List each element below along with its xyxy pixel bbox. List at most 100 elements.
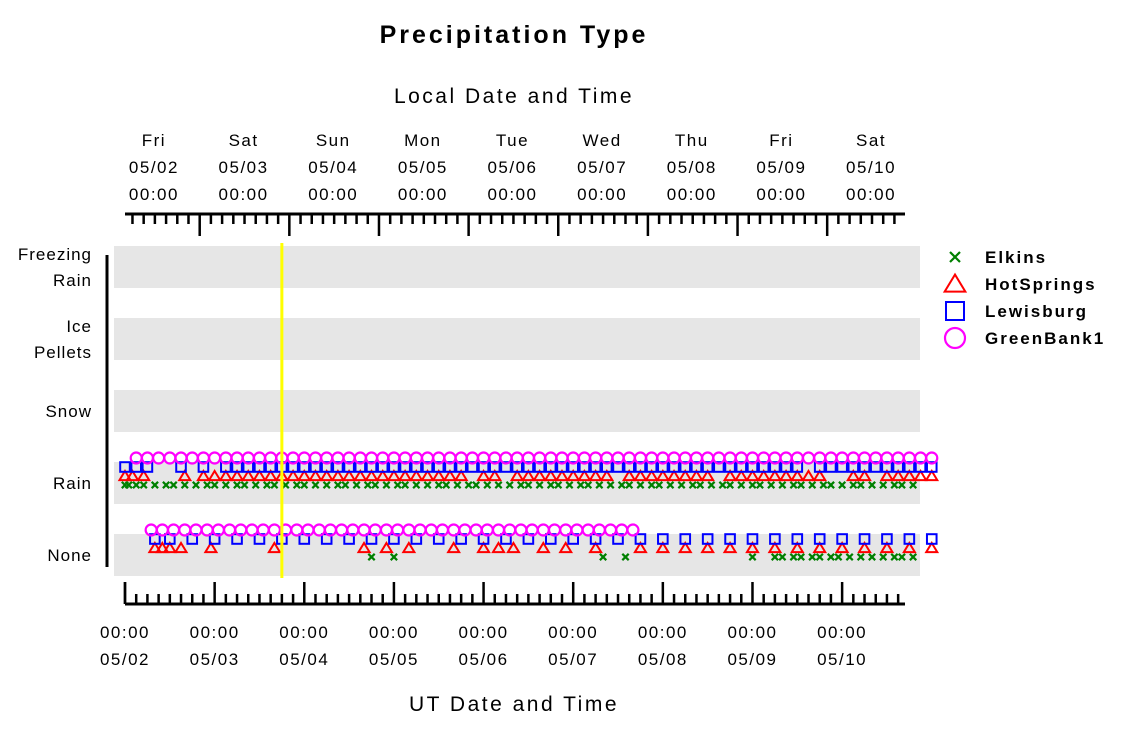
point-Lewisburg-rain: [623, 461, 636, 473]
bottom-tick-date: 05/07: [548, 650, 598, 669]
point-Elkins-rain: [797, 481, 806, 489]
point-GreenBank1-rain: [801, 451, 816, 465]
point-Lewisburg-rain: [757, 461, 770, 473]
point-GreenBank1-none: [200, 523, 214, 537]
point-HotSprings-none: [633, 541, 648, 554]
point-Elkins-rain: [210, 481, 219, 489]
point-HotSprings-rain: [229, 469, 245, 482]
point-HotSprings-none: [700, 541, 715, 554]
point-Elkins-rain: [688, 481, 697, 489]
point-Elkins-rain: [423, 481, 432, 489]
legend-label-Lewisburg: Lewisburg: [985, 302, 1088, 321]
series-HotSprings: [117, 469, 940, 554]
point-Elkins-rain: [464, 481, 473, 489]
point-Lewisburg-none: [858, 533, 871, 545]
point-HotSprings-rain: [252, 469, 267, 482]
top-tick-date: 05/02: [129, 158, 179, 177]
bottom-tick-time: 00:00: [190, 623, 240, 642]
point-Elkins-none: [834, 553, 843, 561]
point-HotSprings-none: [267, 541, 282, 554]
point-Lewisburg-rain: [903, 461, 916, 473]
band-snow: [114, 390, 920, 432]
point-Elkins-none: [868, 553, 876, 561]
point-HotSprings-rain: [890, 469, 906, 482]
point-Elkins-rain: [755, 481, 764, 489]
legend-marker-HotSprings: [942, 272, 968, 293]
top-tick-day: Fri: [142, 131, 166, 150]
point-HotSprings-rain: [756, 469, 771, 482]
legend-marker-Lewisburg: [945, 301, 965, 321]
point-HotSprings-rain: [263, 469, 278, 482]
point-Elkins-rain: [472, 481, 481, 489]
point-HotSprings-rain: [386, 469, 402, 482]
point-Elkins-rain: [371, 481, 380, 489]
point-Elkins-rain: [382, 481, 391, 489]
point-Lewisburg-rain: [858, 461, 871, 473]
point-HotSprings-rain: [722, 469, 738, 482]
point-Lewisburg-rain: [388, 461, 400, 473]
point-Elkins-none: [879, 553, 888, 561]
top-tick-day: Wed: [583, 131, 622, 150]
point-Elkins-none: [748, 553, 757, 561]
bottom-tick-time: 00:00: [548, 623, 598, 642]
point-Elkins-rain: [808, 481, 817, 489]
point-Elkins-rain: [412, 481, 421, 489]
point-Elkins-rain: [909, 481, 918, 489]
point-Elkins-rain: [124, 481, 133, 489]
point-HotSprings-rain: [655, 469, 671, 482]
point-Elkins-rain: [191, 481, 200, 489]
point-HotSprings-rain: [790, 469, 805, 482]
point-Elkins-rain: [897, 481, 906, 489]
point-Elkins-none: [789, 553, 798, 561]
point-Elkins-rain: [595, 481, 604, 489]
point-Lewisburg-rain: [634, 461, 647, 473]
point-Lewisburg-rain: [869, 461, 882, 473]
band-freezing_rain: [114, 246, 920, 288]
point-Lewisburg-rain: [320, 461, 333, 473]
point-Lewisburg-rain: [175, 461, 187, 473]
point-GreenBank1-none: [222, 523, 237, 537]
point-Lewisburg-rain: [578, 461, 591, 473]
point-Lewisburg-rain: [791, 461, 804, 473]
point-Lewisburg-none: [679, 533, 692, 545]
point-Elkins-rain: [565, 481, 574, 489]
point-Lewisburg-rain: [925, 461, 938, 473]
point-Lewisburg-rain: [130, 461, 143, 473]
point-HotSprings-none: [902, 541, 917, 554]
point-Elkins-rain: [838, 481, 847, 489]
point-HotSprings-rain: [296, 469, 312, 482]
point-Elkins-rain: [535, 481, 544, 489]
point-Elkins-rain: [696, 481, 705, 489]
bottom-tick-date: 05/09: [727, 650, 777, 669]
point-HotSprings-none: [745, 541, 760, 554]
point-HotSprings-rain: [521, 469, 536, 482]
point-GreenBank1-rain: [185, 451, 199, 465]
point-Elkins-rain: [748, 481, 757, 489]
point-Elkins-none: [808, 553, 817, 561]
point-Elkins-none: [897, 553, 906, 561]
point-Elkins-rain: [483, 481, 492, 489]
point-HotSprings-rain: [136, 469, 151, 482]
point-Elkins-rain: [333, 481, 342, 489]
point-HotSprings-rain: [532, 469, 547, 482]
point-Lewisburg-rain: [836, 461, 848, 473]
point-Lewisburg-none: [701, 533, 714, 545]
point-Lewisburg-rain: [589, 461, 602, 473]
point-Elkins-rain: [606, 481, 615, 489]
point-Lewisburg-rain: [253, 461, 266, 473]
series-Lewisburg: [119, 461, 938, 545]
point-Elkins-rain: [363, 481, 372, 489]
point-Elkins-rain: [546, 481, 555, 489]
point-Lewisburg-rain: [544, 461, 557, 473]
point-Elkins-rain: [341, 481, 350, 489]
point-Elkins-none: [599, 553, 608, 561]
point-Lewisburg-rain: [881, 461, 893, 473]
bottom-tick-time: 00:00: [100, 623, 150, 642]
point-Elkins-rain: [505, 481, 514, 489]
point-Lewisburg-rain: [511, 461, 523, 473]
point-Lewisburg-rain: [735, 461, 748, 473]
point-HotSprings-rain: [633, 469, 648, 482]
point-HotSprings-rain: [913, 469, 928, 482]
bottom-tick-time: 00:00: [638, 623, 688, 642]
point-Lewisburg-rain: [612, 461, 624, 473]
